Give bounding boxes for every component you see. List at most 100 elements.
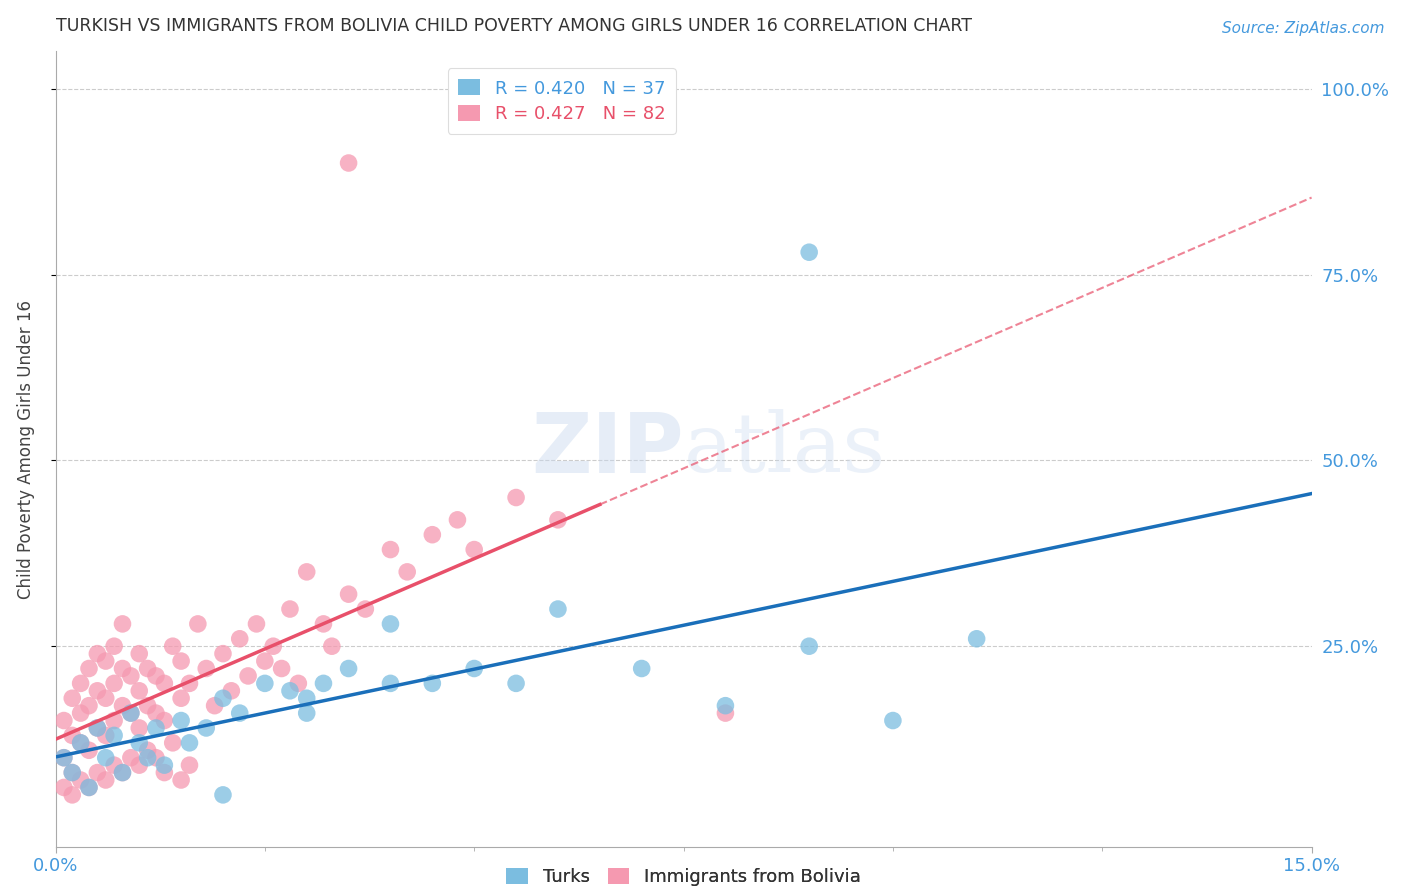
Text: TURKISH VS IMMIGRANTS FROM BOLIVIA CHILD POVERTY AMONG GIRLS UNDER 16 CORRELATIO: TURKISH VS IMMIGRANTS FROM BOLIVIA CHILD… xyxy=(55,17,972,35)
Point xyxy=(380,616,402,631)
Point xyxy=(547,513,569,527)
Point xyxy=(52,750,75,764)
Point xyxy=(86,647,108,661)
Point xyxy=(187,616,209,631)
Point xyxy=(103,728,125,742)
Point xyxy=(111,765,134,780)
Point xyxy=(94,728,117,742)
Point xyxy=(128,647,150,661)
Point xyxy=(295,691,318,706)
Point xyxy=(60,788,83,802)
Point xyxy=(120,669,142,683)
Point xyxy=(94,691,117,706)
Point xyxy=(52,714,75,728)
Point xyxy=(69,706,91,720)
Point xyxy=(86,721,108,735)
Point xyxy=(86,721,108,735)
Point xyxy=(94,750,117,764)
Point xyxy=(103,714,125,728)
Point xyxy=(446,513,468,527)
Point xyxy=(77,780,100,795)
Point xyxy=(77,780,100,795)
Point xyxy=(111,616,134,631)
Point xyxy=(278,602,301,616)
Point xyxy=(253,654,276,668)
Point xyxy=(120,750,142,764)
Point xyxy=(195,661,218,675)
Point xyxy=(103,639,125,653)
Point xyxy=(312,616,335,631)
Point xyxy=(245,616,267,631)
Point xyxy=(128,736,150,750)
Point xyxy=(380,542,402,557)
Point xyxy=(270,661,292,675)
Point xyxy=(153,765,176,780)
Point xyxy=(60,728,83,742)
Point xyxy=(136,750,159,764)
Point xyxy=(212,647,235,661)
Point xyxy=(179,676,201,690)
Point xyxy=(505,676,527,690)
Point xyxy=(145,669,167,683)
Point xyxy=(295,706,318,720)
Point xyxy=(396,565,419,579)
Point xyxy=(60,765,83,780)
Point xyxy=(337,661,360,675)
Point xyxy=(69,676,91,690)
Point xyxy=(714,698,737,713)
Point xyxy=(354,602,377,616)
Point xyxy=(77,743,100,757)
Point xyxy=(212,788,235,802)
Point xyxy=(287,676,309,690)
Point xyxy=(136,661,159,675)
Text: ZIP: ZIP xyxy=(531,409,683,490)
Point xyxy=(162,736,184,750)
Point xyxy=(253,676,276,690)
Point xyxy=(60,691,83,706)
Point xyxy=(170,654,193,668)
Point xyxy=(236,669,259,683)
Point xyxy=(170,714,193,728)
Point xyxy=(77,698,100,713)
Point xyxy=(145,706,167,720)
Point xyxy=(179,758,201,772)
Point xyxy=(111,698,134,713)
Point xyxy=(229,632,252,646)
Point xyxy=(799,639,821,653)
Point xyxy=(312,676,335,690)
Point xyxy=(162,639,184,653)
Point xyxy=(212,691,235,706)
Point xyxy=(52,780,75,795)
Point xyxy=(103,676,125,690)
Point xyxy=(69,736,91,750)
Point xyxy=(321,639,343,653)
Point xyxy=(229,706,252,720)
Point xyxy=(262,639,284,653)
Point xyxy=(52,750,75,764)
Point xyxy=(153,676,176,690)
Point xyxy=(278,683,301,698)
Point xyxy=(420,676,443,690)
Point xyxy=(153,714,176,728)
Point xyxy=(77,661,100,675)
Point xyxy=(204,698,226,713)
Point xyxy=(714,706,737,720)
Point xyxy=(86,765,108,780)
Point xyxy=(111,661,134,675)
Point xyxy=(145,750,167,764)
Point xyxy=(94,772,117,787)
Point xyxy=(128,758,150,772)
Point xyxy=(136,743,159,757)
Point xyxy=(882,714,904,728)
Point xyxy=(179,736,201,750)
Point xyxy=(153,758,176,772)
Point xyxy=(505,491,527,505)
Point xyxy=(463,542,485,557)
Point xyxy=(966,632,988,646)
Point xyxy=(170,691,193,706)
Point xyxy=(60,765,83,780)
Point xyxy=(136,698,159,713)
Point xyxy=(111,765,134,780)
Point xyxy=(120,706,142,720)
Point xyxy=(295,565,318,579)
